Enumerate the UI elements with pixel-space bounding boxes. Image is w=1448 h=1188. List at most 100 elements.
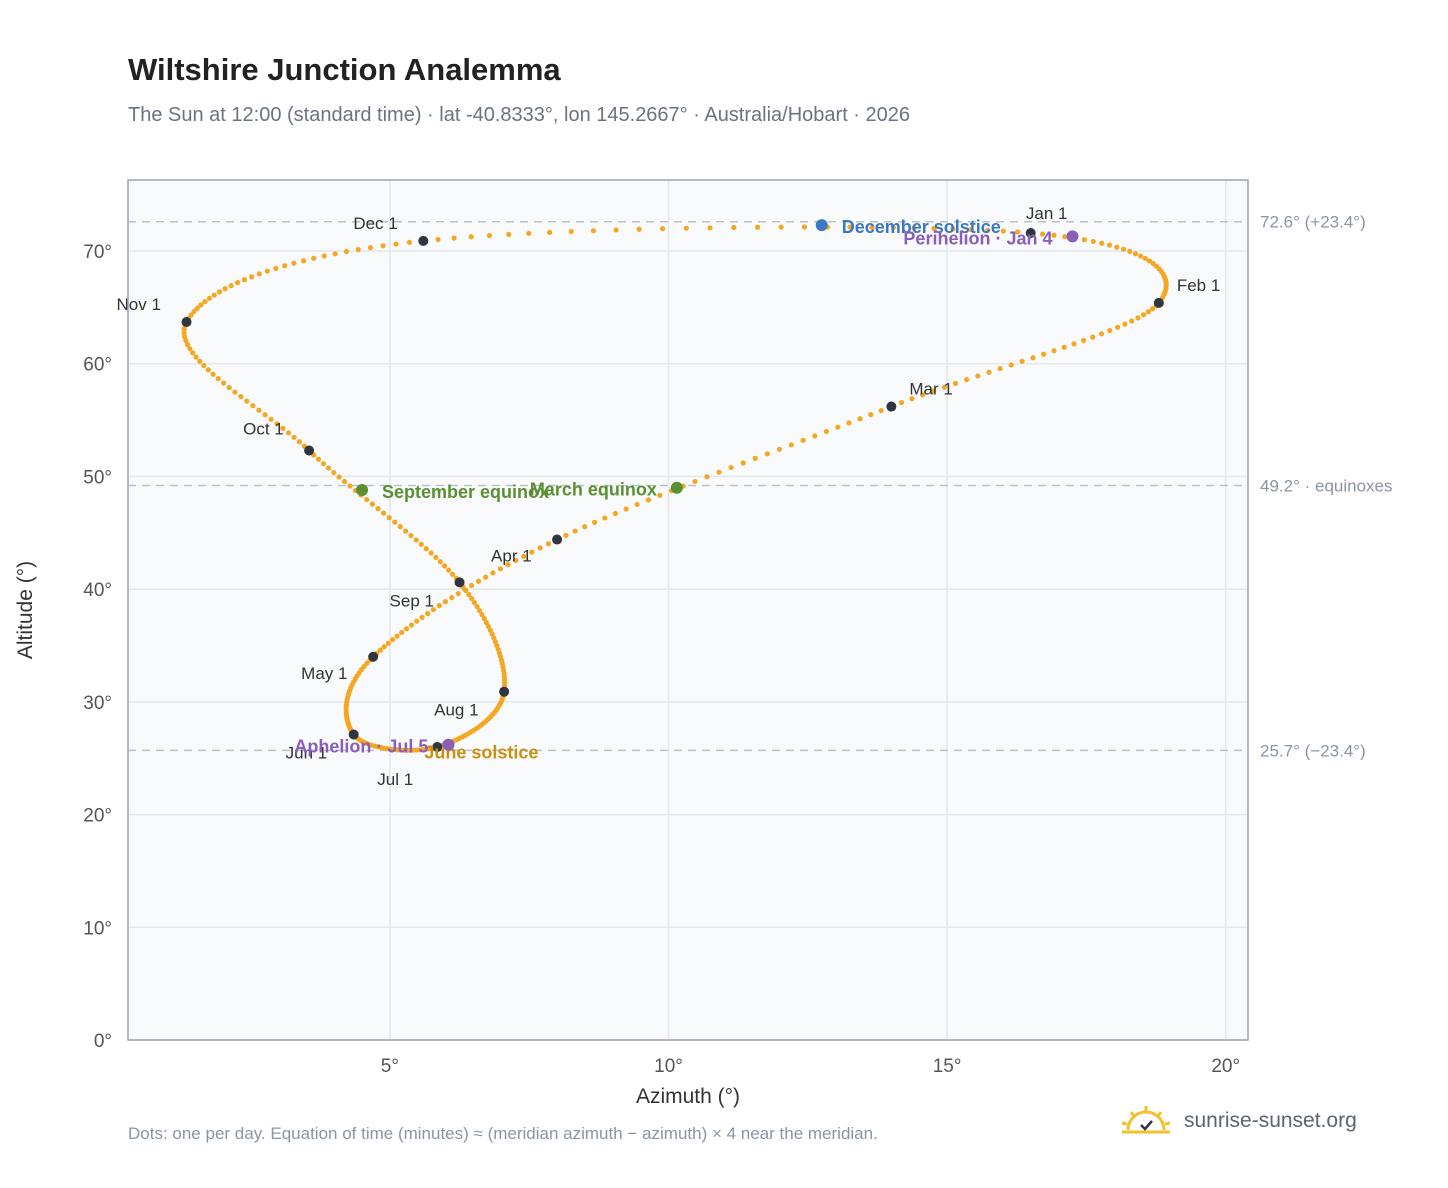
daily-sun-dot xyxy=(1030,355,1036,361)
daily-sun-dot xyxy=(386,515,392,521)
daily-sun-dot xyxy=(485,623,492,630)
month-label: May 1 xyxy=(301,664,347,683)
daily-sun-dot xyxy=(878,407,884,414)
daily-sun-dot xyxy=(1080,337,1087,344)
daily-sun-dot xyxy=(537,545,543,551)
daily-sun-dot xyxy=(568,228,574,235)
daily-sun-dot xyxy=(1098,331,1105,337)
daily-sun-dot xyxy=(1008,362,1014,368)
daily-sun-dot xyxy=(483,574,489,580)
daily-sun-dot xyxy=(909,396,915,402)
daily-sun-dot xyxy=(381,644,387,650)
event-label: December solstice xyxy=(842,217,1001,237)
daily-sun-dot xyxy=(613,227,619,233)
daily-sun-dot xyxy=(572,528,578,534)
event-marker xyxy=(815,219,828,232)
daily-sun-dot xyxy=(487,627,493,633)
event-marker xyxy=(670,481,683,494)
daily-sun-dot xyxy=(986,369,992,375)
daily-sun-dot xyxy=(190,350,196,356)
x-axis-title: Azimuth (°) xyxy=(636,1085,740,1108)
daily-sun-dot xyxy=(582,524,588,530)
daily-sun-dot xyxy=(188,312,194,318)
daily-sun-dot xyxy=(437,559,443,565)
daily-sun-dot xyxy=(222,286,228,292)
month-marker xyxy=(418,235,429,246)
month-marker xyxy=(886,401,897,412)
daily-sun-dot xyxy=(449,571,456,577)
y-axis-title: Altitude (°) xyxy=(14,561,37,659)
daily-sun-dot xyxy=(1099,240,1105,246)
month-label: Dec 1 xyxy=(353,214,397,233)
daily-sun-dot xyxy=(868,412,874,418)
daily-sun-dot xyxy=(634,501,640,508)
daily-sun-dot xyxy=(1071,341,1077,347)
reference-lines: 72.6° (+23.4°) 49.2° · equinoxes 25.7° (−2… xyxy=(128,213,1393,760)
daily-sun-dot xyxy=(377,647,383,653)
daily-sun-dot xyxy=(296,439,302,445)
event-label: March equinox xyxy=(530,480,657,500)
daily-sun-dot xyxy=(1114,244,1120,250)
daily-sun-dot xyxy=(1090,334,1096,340)
daily-sun-dot xyxy=(475,578,482,584)
x-tick-label: 15° xyxy=(933,1056,962,1077)
daily-sun-dot xyxy=(1142,255,1148,262)
daily-sun-dot xyxy=(403,528,409,534)
footnote: Dots: one per day. Equation of time (min… xyxy=(128,1124,878,1143)
event-marker xyxy=(356,483,369,496)
daily-sun-dot xyxy=(920,392,926,398)
daily-sun-dot xyxy=(311,255,317,261)
daily-sun-dot xyxy=(226,384,232,391)
daily-sun-dot xyxy=(389,637,396,643)
daily-sun-dot xyxy=(659,226,666,232)
daily-sun-dot xyxy=(282,263,288,269)
daily-sun-dot xyxy=(355,247,361,253)
daily-sun-dot xyxy=(385,640,391,646)
daily-sun-dot xyxy=(812,433,818,439)
daily-sun-dot xyxy=(205,367,211,373)
daily-sun-dot xyxy=(692,478,698,485)
x-tick-label: 5° xyxy=(381,1056,399,1077)
month-marker xyxy=(368,651,379,662)
daily-sun-dot xyxy=(381,510,387,516)
daily-sun-dot xyxy=(256,407,262,413)
x-tick-label: 10° xyxy=(654,1056,683,1077)
daily-sun-dot xyxy=(800,437,806,443)
daily-sun-dot xyxy=(1140,312,1147,318)
daily-sun-dot xyxy=(968,226,974,233)
daily-sun-dot xyxy=(210,371,216,377)
daily-sun-dot xyxy=(950,226,956,232)
plot-area xyxy=(128,180,1248,1040)
daily-sun-dot xyxy=(291,260,297,266)
brand[interactable]: sunrise-sunset.org xyxy=(1120,1104,1357,1138)
y-tick-label: 30° xyxy=(83,693,112,714)
daily-sun-dot xyxy=(1062,234,1068,240)
grid-lines xyxy=(128,180,1248,1041)
event-marker xyxy=(1066,230,1079,243)
y-tick-label: 0° xyxy=(94,1031,112,1052)
daily-sun-dot xyxy=(392,519,398,525)
daily-sun-dot xyxy=(1106,242,1113,248)
daily-sun-dot xyxy=(471,599,477,606)
daily-sun-dot xyxy=(764,451,770,457)
month-label: Jun 1 xyxy=(286,744,328,763)
daily-sun-dot xyxy=(183,338,189,344)
daily-sun-dot xyxy=(952,380,959,386)
daily-sun-dot xyxy=(182,334,188,340)
daily-sun-dot xyxy=(414,618,420,624)
event-label: June solstice xyxy=(424,743,538,763)
daily-sun-dot xyxy=(985,227,991,233)
daily-sun-dot xyxy=(331,469,337,476)
daily-sun-dot xyxy=(451,235,457,241)
daily-sun-dot xyxy=(394,633,400,639)
daily-sun-dot xyxy=(740,460,746,466)
daily-sun-dot xyxy=(347,483,353,489)
y-tick-label: 40° xyxy=(83,580,112,601)
event-label: Aphelion · Jul 5 xyxy=(294,737,428,757)
daily-sun-dot xyxy=(264,268,270,274)
event-label: Perihelion · Jan 4 xyxy=(903,228,1052,248)
sun-icon xyxy=(1121,1106,1171,1134)
chart-title: Wiltshire Junction Analemma xyxy=(128,52,561,87)
event-label: September equinox xyxy=(382,482,549,502)
daily-sun-dot xyxy=(241,277,248,283)
